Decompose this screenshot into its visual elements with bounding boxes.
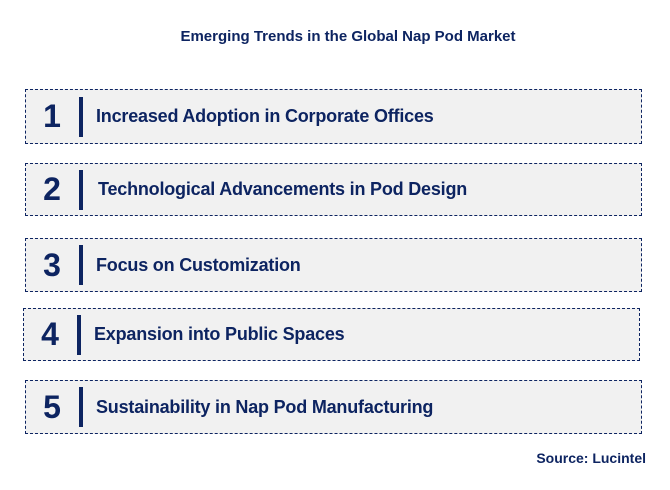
divider-bar bbox=[79, 245, 83, 285]
divider-bar bbox=[79, 97, 83, 137]
source-credit: Source: Lucintel bbox=[536, 450, 646, 466]
trend-label: Focus on Customization bbox=[96, 254, 301, 275]
trend-label: Technological Advancements in Pod Design bbox=[98, 179, 468, 199]
trend-item-4: 4 Expansion into Public Spaces bbox=[23, 308, 640, 361]
trend-number: 2 bbox=[43, 171, 61, 207]
trend-number: 3 bbox=[43, 246, 61, 283]
trend-item-5: 5 Sustainability in Nap Pod Manufacturin… bbox=[25, 380, 642, 434]
trend-item-1: 1 Increased Adoption in Corporate Office… bbox=[25, 89, 642, 144]
trend-label: Sustainability in Nap Pod Manufacturing bbox=[96, 396, 434, 417]
divider-bar bbox=[79, 170, 83, 210]
diagram-title: Emerging Trends in the Global Nap Pod Ma… bbox=[180, 28, 516, 45]
trend-number: 1 bbox=[43, 98, 61, 134]
trend-number: 4 bbox=[41, 316, 59, 352]
divider-bar bbox=[77, 315, 81, 355]
trend-item-3: 3 Focus on Customization bbox=[25, 238, 642, 292]
divider-bar bbox=[79, 387, 83, 427]
trend-item-2: 2 Technological Advancements in Pod Desi… bbox=[25, 163, 642, 216]
trend-label: Expansion into Public Spaces bbox=[94, 324, 345, 344]
trend-label: Increased Adoption in Corporate Offices bbox=[96, 106, 434, 126]
trend-number: 5 bbox=[43, 388, 61, 425]
